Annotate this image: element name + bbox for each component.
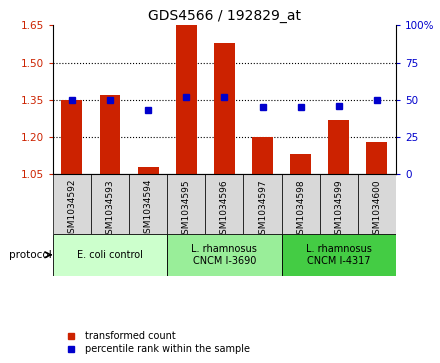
Text: GSM1034595: GSM1034595 xyxy=(182,179,191,240)
Bar xyxy=(252,137,273,174)
Bar xyxy=(138,167,158,174)
Bar xyxy=(53,234,167,276)
Bar xyxy=(367,142,387,174)
Text: GSM1034600: GSM1034600 xyxy=(372,179,381,240)
Bar xyxy=(91,174,129,234)
Bar xyxy=(243,174,282,234)
Bar xyxy=(328,120,349,174)
Text: GSM1034597: GSM1034597 xyxy=(258,179,267,240)
Text: GSM1034592: GSM1034592 xyxy=(67,179,77,240)
Bar xyxy=(62,100,82,174)
Bar xyxy=(358,174,396,234)
Bar xyxy=(205,174,243,234)
Text: GSM1034593: GSM1034593 xyxy=(106,179,114,240)
Text: GSM1034594: GSM1034594 xyxy=(143,179,153,240)
Bar xyxy=(167,174,205,234)
Bar xyxy=(129,174,167,234)
Bar xyxy=(53,174,91,234)
Title: GDS4566 / 192829_at: GDS4566 / 192829_at xyxy=(148,9,301,23)
Legend: transformed count, percentile rank within the sample: transformed count, percentile rank withi… xyxy=(58,327,254,358)
Text: protocol: protocol xyxy=(9,250,52,260)
Bar xyxy=(176,25,197,174)
Bar xyxy=(282,234,396,276)
Bar xyxy=(282,174,320,234)
Bar xyxy=(214,43,235,174)
Bar xyxy=(167,234,282,276)
Text: L. rhamnosus
CNCM I-4317: L. rhamnosus CNCM I-4317 xyxy=(306,244,372,266)
Text: GSM1034599: GSM1034599 xyxy=(334,179,343,240)
Bar xyxy=(320,174,358,234)
Text: E. coli control: E. coli control xyxy=(77,250,143,260)
Text: GSM1034598: GSM1034598 xyxy=(296,179,305,240)
Bar xyxy=(99,95,121,174)
Bar xyxy=(290,154,311,174)
Text: GSM1034596: GSM1034596 xyxy=(220,179,229,240)
Text: L. rhamnosus
CNCM I-3690: L. rhamnosus CNCM I-3690 xyxy=(191,244,257,266)
